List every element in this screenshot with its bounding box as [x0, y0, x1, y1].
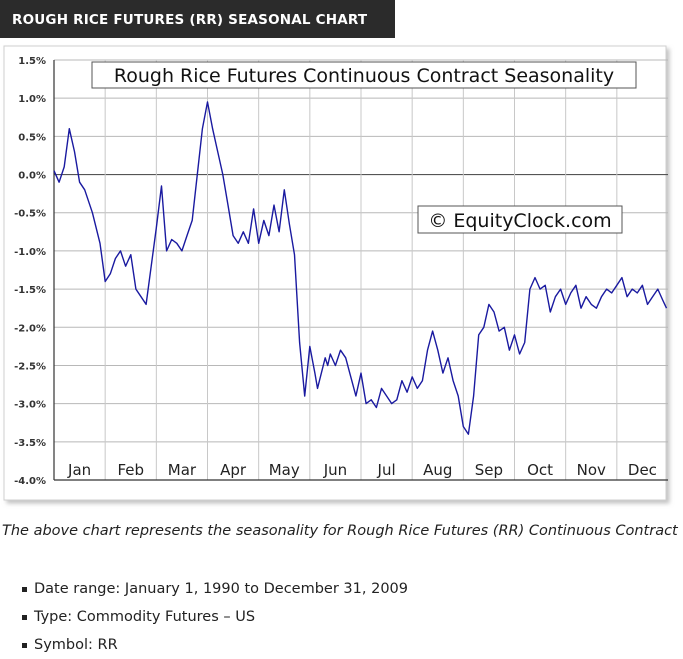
month-label: Jan: [67, 461, 91, 479]
bullet-icon: [22, 587, 27, 592]
y-tick-label: -4.0%: [14, 476, 46, 487]
watermark-text: © EquityClock.com: [428, 210, 611, 232]
month-label: Sep: [475, 461, 503, 479]
y-tick-label: -3.5%: [14, 438, 46, 449]
month-label: Dec: [628, 461, 657, 479]
month-label: Mar: [168, 461, 197, 479]
month-label: Oct: [527, 461, 553, 479]
chart-title-box: [91, 61, 637, 89]
page-header: ROUGH RICE FUTURES (RR) SEASONAL CHART: [0, 0, 395, 38]
watermark-box: [417, 205, 623, 234]
seasonality-chart: 1.5% 1.0% 0.5% 0.0% -0.5% -1.0% -1.5% -2.0% -2.5…: [3, 45, 668, 501]
page-title: ROUGH RICE FUTURES (RR) SEASONAL CHART: [12, 12, 368, 28]
month-label: Jun: [323, 461, 347, 479]
y-tick-label: 0.5%: [18, 132, 46, 143]
month-label: May: [269, 461, 300, 479]
month-label: Apr: [220, 461, 247, 479]
series-line: [53, 101, 668, 435]
y-tick-label: 1.0%: [18, 94, 46, 105]
month-label: Jul: [377, 461, 396, 479]
fact-type: Type: Commodity Futures – US: [0, 603, 408, 631]
chart-title: Rough Rice Futures Continuous Contract S…: [114, 65, 614, 87]
fact-symbol: Symbol: RR: [0, 631, 408, 659]
fact-date-range: Date range: January 1, 1990 to December …: [0, 575, 408, 603]
y-tick-label: -2.0%: [14, 323, 46, 334]
bullet-icon: [22, 643, 27, 648]
y-tick-label: -3.0%: [14, 400, 46, 411]
y-tick-label: 1.5%: [18, 56, 46, 67]
y-tick-label: -0.5%: [14, 209, 46, 220]
month-label: Nov: [577, 461, 606, 479]
chart-caption: The above chart represents the seasonali…: [2, 523, 683, 539]
y-tick-label: -2.5%: [14, 361, 46, 372]
bullet-icon: [22, 615, 27, 620]
month-label: Feb: [117, 461, 144, 479]
fact-list: Date range: January 1, 1990 to December …: [0, 575, 408, 659]
month-label: Aug: [423, 461, 452, 479]
y-tick-label: -1.0%: [14, 247, 46, 258]
y-tick-label: 0.0%: [18, 171, 46, 182]
chart-frame: [3, 45, 667, 501]
y-tick-label: -1.5%: [14, 285, 46, 296]
